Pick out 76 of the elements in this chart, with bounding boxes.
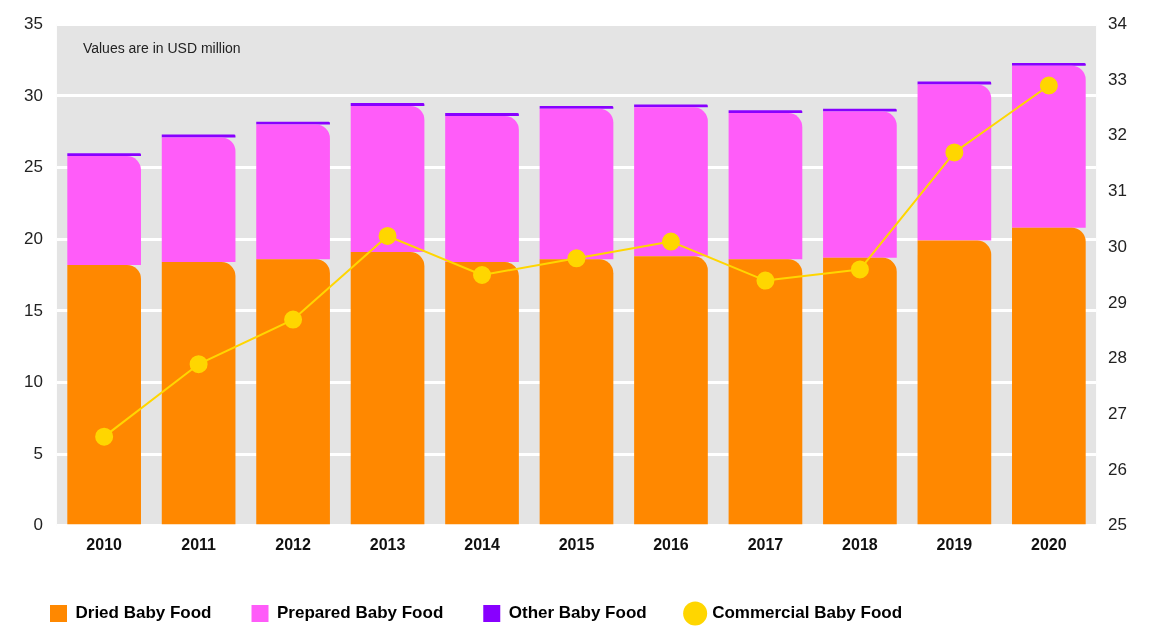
bar <box>161 262 236 525</box>
bar <box>823 257 897 525</box>
y2-tick-label: 31 <box>1108 181 1128 201</box>
y2-tick-label: 25 <box>1108 515 1128 535</box>
bar <box>445 113 519 116</box>
point <box>284 310 303 329</box>
point <box>378 226 397 245</box>
point <box>661 232 680 251</box>
bar <box>1012 62 1086 66</box>
bar <box>634 104 708 108</box>
y2-tick-label: 27 <box>1108 404 1128 424</box>
bar <box>67 264 141 525</box>
point <box>850 260 869 279</box>
bar <box>823 108 897 112</box>
bar <box>917 84 992 241</box>
bar <box>634 107 708 257</box>
x-tick-label: 2017 <box>747 535 784 553</box>
bar <box>539 259 614 525</box>
annotation: Values are in USD million <box>82 40 241 57</box>
point <box>189 355 208 374</box>
bar <box>256 124 330 260</box>
bar <box>728 110 803 114</box>
bar <box>445 262 519 525</box>
bar <box>1012 227 1086 525</box>
bar <box>1012 65 1086 228</box>
bar <box>917 240 992 525</box>
x-tick-label: 2019 <box>936 535 973 553</box>
y2-tick-label: 26 <box>1108 459 1128 479</box>
x-tick-label: 2012 <box>275 535 311 553</box>
x-tick-label: 2020 <box>1031 535 1067 553</box>
y-tick-label: 0 <box>33 515 43 535</box>
point <box>95 427 114 446</box>
bar <box>256 259 330 525</box>
y-tick-label: 20 <box>23 228 43 248</box>
bar <box>350 103 425 106</box>
bar <box>634 256 708 525</box>
bar <box>539 105 614 109</box>
bar <box>350 105 425 253</box>
y2-tick-label: 28 <box>1108 348 1128 368</box>
y-tick-label: 15 <box>23 300 43 320</box>
bar <box>539 108 614 260</box>
x-tick-label: 2015 <box>558 535 595 553</box>
bar <box>256 121 330 125</box>
y2-tick-label: 30 <box>1108 236 1128 256</box>
bar <box>445 115 519 263</box>
bar <box>728 113 803 260</box>
bar <box>823 111 897 258</box>
x-tick-label: 2013 <box>369 535 406 553</box>
bar <box>161 137 236 263</box>
y2-tick-label: 29 <box>1108 292 1128 312</box>
x-tick-label: 2011 <box>181 535 217 553</box>
x-tick-label: 2018 <box>842 535 878 553</box>
legend-label: Commercial Baby Food <box>712 603 903 623</box>
point <box>473 266 492 284</box>
legend-label: Dried Baby Food <box>75 603 212 623</box>
bar <box>67 153 141 157</box>
point <box>567 249 586 268</box>
x-tick-label: 2010 <box>86 535 123 553</box>
x-tick-label: 2016 <box>653 535 689 553</box>
bar <box>350 252 425 525</box>
y-tick-label: 5 <box>33 443 43 463</box>
y-tick-label: 10 <box>23 372 43 392</box>
legend-label: Prepared Baby Food <box>277 603 444 623</box>
legend-label: Other Baby Food <box>508 603 647 623</box>
y-tick-label: 30 <box>23 85 43 105</box>
x-tick-label: 2014 <box>464 535 500 553</box>
y2-tick-label: 32 <box>1108 125 1128 145</box>
y-tick-label: 25 <box>23 157 43 177</box>
point <box>1039 76 1058 95</box>
bar <box>67 156 141 265</box>
y2-tick-label: 33 <box>1108 69 1128 89</box>
point <box>945 143 964 162</box>
point <box>756 271 775 290</box>
y2-tick-label: 34 <box>1108 13 1128 33</box>
bar <box>728 259 803 525</box>
y-tick-label: 35 <box>23 13 43 33</box>
